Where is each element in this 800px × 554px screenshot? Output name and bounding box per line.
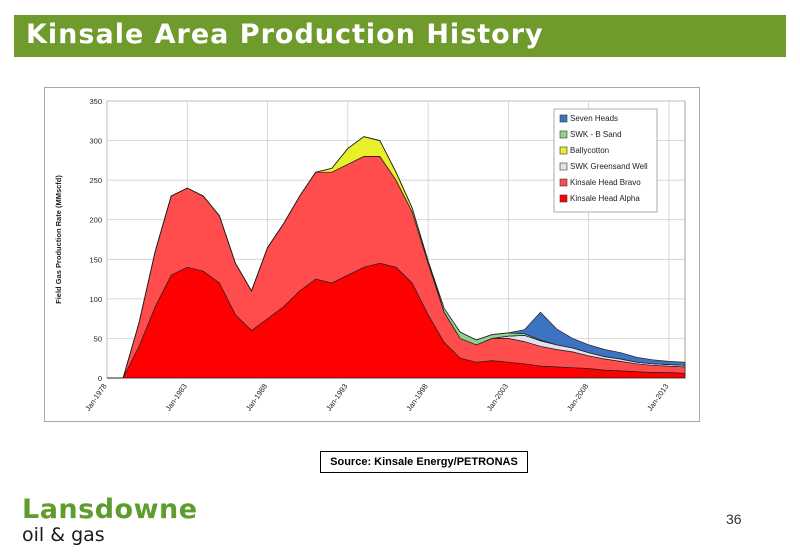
page-number: 36 <box>726 511 742 527</box>
chart-frame: 0 50 100 150 200 250 300 350 Jan-1978 Jan-1983 Jan… <box>44 87 700 422</box>
legend-swatch <box>559 178 568 187</box>
legend-entry: Kinsale Head Alpha <box>570 194 640 203</box>
page-title: Kinsale Area Production History <box>26 19 544 50</box>
y-tick-label: 200 <box>89 216 102 225</box>
legend-swatch <box>559 194 568 203</box>
series-area-seven-heads <box>107 136 686 379</box>
legend-entry: SWK - B Sand <box>570 130 622 139</box>
legend-entry: Ballycotton <box>570 146 609 155</box>
legend-swatch <box>559 114 568 123</box>
x-tick-label: Jan-1988 <box>244 382 269 413</box>
x-tick-label: Jan-1983 <box>164 382 189 413</box>
y-tick-label: 250 <box>89 176 102 185</box>
logo-main-text: Lansdowne <box>22 494 198 525</box>
y-axis-label: Field Gas Production Rate (MMscfd) <box>54 175 63 304</box>
x-tick-label: Jan-1993 <box>324 382 349 413</box>
legend-swatch <box>559 146 568 155</box>
x-tick-label: Jan-1978 <box>83 382 108 413</box>
y-tick-label: 150 <box>89 255 102 264</box>
y-tick-label: 100 <box>89 295 102 304</box>
legend-box <box>553 108 658 213</box>
logo-sub-text: oil & gas <box>22 524 105 546</box>
company-logo: Lansdowne oil & gas <box>22 495 198 546</box>
legend-swatch <box>559 162 568 171</box>
legend-entry: SWK Greensand Well <box>570 162 648 171</box>
x-tick-label: Jan-1998 <box>404 382 429 413</box>
x-tick-label: Jan-2008 <box>565 382 590 413</box>
legend-swatch <box>559 130 568 139</box>
legend-entry: Seven Heads <box>570 114 618 123</box>
x-tick-label: Jan-2003 <box>485 382 510 413</box>
legend-entry: Kinsale Head Bravo <box>570 178 641 187</box>
y-tick-label: 50 <box>94 334 102 343</box>
y-tick-label: 300 <box>89 137 102 146</box>
production-area-chart: 0 50 100 150 200 250 300 350 Jan-1978 Jan-1983 Jan… <box>54 97 686 413</box>
y-tick-label: 0 <box>98 374 102 383</box>
title-bar: Kinsale Area Production History <box>14 15 786 57</box>
x-tick-label: Jan-2013 <box>645 382 670 413</box>
y-tick-label: 350 <box>89 97 102 106</box>
source-note: Source: Kinsale Energy/PETRONAS <box>320 451 528 473</box>
